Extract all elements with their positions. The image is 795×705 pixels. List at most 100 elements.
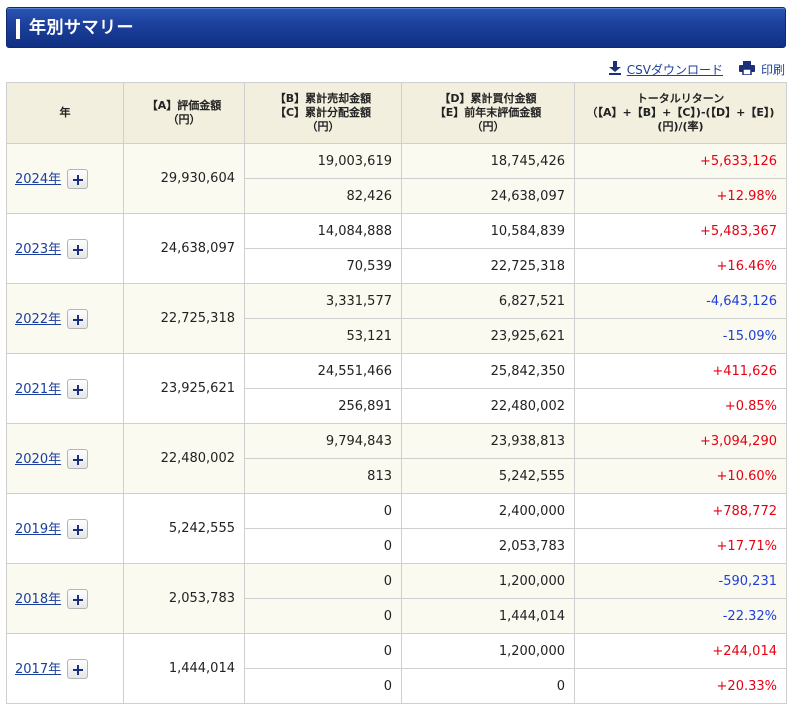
cumulative-purchase-amount: 2,400,000 — [401, 493, 575, 529]
expand-plus-icon[interactable] — [67, 589, 89, 610]
valuation-amount: 1,444,014 — [123, 633, 245, 704]
csv-download-button[interactable]: CSVダウンロード — [608, 60, 723, 78]
cumulative-distribution-amount: 53,121 — [244, 318, 402, 354]
total-return-rate: -22.32% — [574, 598, 787, 634]
prev-year-end-valuation: 0 — [401, 668, 575, 704]
expand-plus-icon[interactable] — [67, 169, 89, 190]
total-return-rate: +20.33% — [574, 668, 787, 704]
table-row: 256,891 22,480,002 +0.85% — [7, 388, 787, 424]
expand-plus-icon[interactable] — [67, 519, 89, 540]
cumulative-purchase-amount: 6,827,521 — [401, 283, 575, 319]
cumulative-purchase-amount: 18,745,426 — [401, 143, 575, 179]
table-row: 2019年 5,242,555 0 2,400,000 +788,772 — [6, 493, 787, 564]
page-title: 年別サマリー — [29, 18, 134, 38]
year-cell: 2024年 — [6, 143, 124, 214]
expand-plus-icon[interactable] — [67, 239, 89, 260]
expand-plus-icon[interactable] — [67, 379, 89, 400]
header-total-return: トータルリターン （【A】+【B】+【C】)-(【D】+【E】) (円)/(率) — [574, 82, 787, 144]
total-return-rate: +12.98% — [574, 178, 787, 214]
print-button[interactable]: 印刷 — [738, 60, 785, 78]
header-valuation: 【A】評価金額 （円） — [123, 82, 245, 144]
total-return-amount: -4,643,126 — [574, 283, 787, 319]
table-row: 53,121 23,925,621 -15.09% — [7, 318, 787, 354]
valuation-amount: 22,725,318 — [123, 283, 245, 354]
annual-summary-table: 年 【A】評価金額 （円） 【B】累計売却金額 【C】累計分配金額 （円） 【D… — [6, 82, 787, 704]
valuation-amount: 24,638,097 — [123, 213, 245, 284]
total-return-amount: +3,094,290 — [574, 423, 787, 459]
year-link[interactable]: 2017年 — [15, 661, 62, 677]
title-accent-bar — [16, 19, 20, 39]
year-cell: 2019年 — [6, 493, 124, 564]
cumulative-sales-amount: 24,551,466 — [244, 353, 402, 389]
total-return-rate: +10.60% — [574, 458, 787, 494]
total-return-amount: +411,626 — [574, 353, 787, 389]
cumulative-sales-amount: 9,794,843 — [244, 423, 402, 459]
cumulative-purchase-amount: 1,200,000 — [401, 563, 575, 599]
table-row: 2021年 23,925,621 24,551,466 25,842,350 +… — [6, 353, 787, 424]
header-sales-distribution: 【B】累計売却金額 【C】累計分配金額 （円） — [244, 82, 402, 144]
cumulative-purchase-amount: 1,200,000 — [401, 633, 575, 669]
toolbar: CSVダウンロード 印刷 — [593, 59, 785, 79]
table-row: 2024年 29,930,604 19,003,619 18,745,426 +… — [6, 143, 787, 214]
total-return-rate: -15.09% — [574, 318, 787, 354]
prev-year-end-valuation: 22,725,318 — [401, 248, 575, 284]
table-row: 2020年 22,480,002 9,794,843 23,938,813 +3… — [6, 423, 787, 494]
year-link[interactable]: 2024年 — [15, 171, 62, 187]
valuation-amount: 23,925,621 — [123, 353, 245, 424]
year-cell: 2023年 — [6, 213, 124, 284]
total-return-amount: -590,231 — [574, 563, 787, 599]
expand-plus-icon[interactable] — [67, 659, 89, 680]
expand-plus-icon[interactable] — [67, 309, 89, 330]
cumulative-distribution-amount: 0 — [244, 528, 402, 564]
year-link[interactable]: 2023年 — [15, 241, 62, 257]
prev-year-end-valuation: 2,053,783 — [401, 528, 575, 564]
print-link[interactable]: 印刷 — [760, 62, 785, 77]
total-return-amount: +244,014 — [574, 633, 787, 669]
year-link[interactable]: 2021年 — [15, 381, 62, 397]
csv-download-link[interactable]: CSVダウンロード — [626, 62, 723, 77]
year-link[interactable]: 2022年 — [15, 311, 62, 327]
year-link[interactable]: 2019年 — [15, 521, 62, 537]
table-row: 2017年 1,444,014 0 1,200,000 +244,014 — [6, 633, 787, 704]
table-row: 82,426 24,638,097 +12.98% — [7, 178, 787, 214]
total-return-amount: +788,772 — [574, 493, 787, 529]
table-row: 0 2,053,783 +17.71% — [7, 528, 787, 564]
table-row: 2022年 22,725,318 3,331,577 6,827,521 -4,… — [6, 283, 787, 354]
year-cell: 2021年 — [6, 353, 124, 424]
cumulative-distribution-amount: 82,426 — [244, 178, 402, 214]
cumulative-distribution-amount: 0 — [244, 668, 402, 704]
total-return-rate: +16.46% — [574, 248, 787, 284]
year-cell: 2017年 — [6, 633, 124, 704]
cumulative-distribution-amount: 813 — [244, 458, 402, 494]
valuation-amount: 29,930,604 — [123, 143, 245, 214]
year-link[interactable]: 2020年 — [15, 451, 62, 467]
cumulative-distribution-amount: 256,891 — [244, 388, 402, 424]
printer-icon — [738, 60, 755, 78]
download-icon — [608, 60, 621, 78]
header-purchase-prev-valuation: 【D】累計買付金額 【E】前年末評価金額 （円） — [401, 82, 575, 144]
table-row: 0 0 +20.33% — [7, 668, 787, 704]
prev-year-end-valuation: 22,480,002 — [401, 388, 575, 424]
table-row: 2018年 2,053,783 0 1,200,000 -590,231 — [6, 563, 787, 634]
cumulative-purchase-amount: 25,842,350 — [401, 353, 575, 389]
cumulative-sales-amount: 3,331,577 — [244, 283, 402, 319]
prev-year-end-valuation: 5,242,555 — [401, 458, 575, 494]
year-cell: 2020年 — [6, 423, 124, 494]
valuation-amount: 5,242,555 — [123, 493, 245, 564]
prev-year-end-valuation: 24,638,097 — [401, 178, 575, 214]
cumulative-purchase-amount: 23,938,813 — [401, 423, 575, 459]
cumulative-purchase-amount: 10,584,839 — [401, 213, 575, 249]
table-row: 0 1,444,014 -22.32% — [7, 598, 787, 634]
cumulative-sales-amount: 14,084,888 — [244, 213, 402, 249]
header-year: 年 — [6, 82, 124, 144]
cumulative-sales-amount: 0 — [244, 493, 402, 529]
total-return-rate: +0.85% — [574, 388, 787, 424]
total-return-amount: +5,483,367 — [574, 213, 787, 249]
total-return-rate: +17.71% — [574, 528, 787, 564]
prev-year-end-valuation: 23,925,621 — [401, 318, 575, 354]
year-link[interactable]: 2018年 — [15, 591, 62, 607]
table-row: 2023年 24,638,097 14,084,888 10,584,839 +… — [6, 213, 787, 284]
cumulative-distribution-amount: 0 — [244, 598, 402, 634]
expand-plus-icon[interactable] — [67, 449, 89, 470]
valuation-amount: 2,053,783 — [123, 563, 245, 634]
